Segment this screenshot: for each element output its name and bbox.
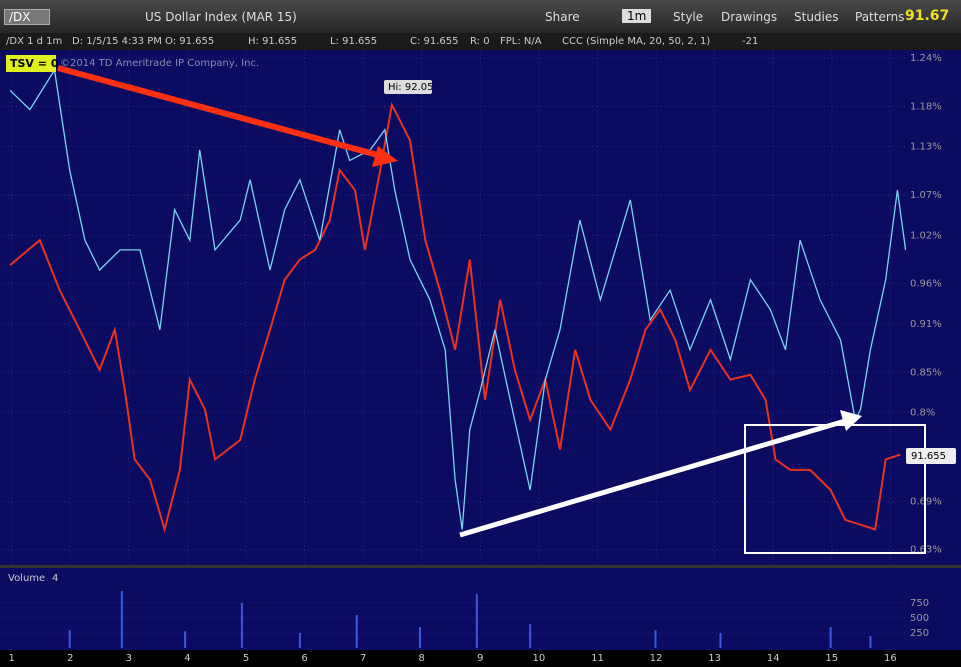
price-label-bg <box>906 448 956 464</box>
patterns-button[interactable]: Patterns <box>855 10 905 24</box>
volume-label: Volume <box>8 573 45 584</box>
volume-bar <box>475 594 478 648</box>
volume-tick-label: 750 <box>910 598 929 609</box>
volume-bar <box>298 633 301 648</box>
studies-button[interactable]: Studies <box>794 10 839 24</box>
volume-bar <box>184 631 187 648</box>
drawings-button[interactable]: Drawings <box>721 10 778 24</box>
y-tick-label: 1.13% <box>910 142 942 153</box>
info-item: /DX 1 d 1m <box>6 36 63 47</box>
x-tick-label: 15 <box>825 653 838 664</box>
info-item: O: 91.655 <box>165 36 215 47</box>
info-item: D: 1/5/15 4:33 PM <box>72 36 162 47</box>
series-line <box>9 68 907 530</box>
copyright: ©2014 TD Ameritrade IP Company, Inc. <box>60 58 259 69</box>
x-tick-label: 10 <box>533 653 546 664</box>
volume-bar <box>120 591 123 648</box>
x-tick-label: 11 <box>591 653 604 664</box>
last-price: 91.67 <box>905 8 950 24</box>
info-item: -21 <box>742 36 759 47</box>
series-line <box>9 101 901 534</box>
x-axis-bg <box>0 650 961 667</box>
x-tick-label: 14 <box>767 653 780 664</box>
volume-background <box>0 568 961 650</box>
high-label-bg <box>384 80 432 94</box>
symbol-box[interactable]: /DX <box>4 9 50 25</box>
study-label: TSV = 0 <box>10 57 59 70</box>
y-tick-label: 1.07% <box>910 190 942 201</box>
info-item: L: 91.655 <box>330 36 378 47</box>
volume-bar <box>529 624 532 648</box>
volume-bar <box>869 636 872 648</box>
y-tick-label: 0.96% <box>910 279 942 290</box>
timeframe-button[interactable]: 1m <box>622 9 652 23</box>
volume-bar <box>654 630 657 648</box>
y-tick-label: 0.8% <box>910 408 935 419</box>
x-tick-label: 2 <box>67 653 73 664</box>
volume-tick-label: 500 <box>910 613 929 624</box>
toolbar: /DX US Dollar Index (MAR 15) Share 1m St… <box>0 0 961 33</box>
x-tick-label: 7 <box>360 653 366 664</box>
price-label: 91.655 <box>911 451 946 462</box>
info-bar: /DX 1 d 1m D: 1/5/15 4:33 PM O: 91.655 H: 9… <box>0 33 961 50</box>
info-item: C: 91.655 <box>410 36 459 47</box>
volume-tick-label: 250 <box>910 628 929 639</box>
volume-bar <box>418 627 421 648</box>
x-tick-label: 13 <box>708 653 721 664</box>
x-tick-label: 6 <box>301 653 307 664</box>
y-tick-label: 1.24% <box>910 53 942 64</box>
x-tick-label: 3 <box>126 653 132 664</box>
x-tick-label: 9 <box>477 653 483 664</box>
y-tick-label: 0.91% <box>910 319 942 330</box>
y-tick-label: 0.85% <box>910 367 942 378</box>
white-arrow <box>459 418 846 538</box>
info-item: CCC (Simple MA, 20, 50, 2, 1) <box>562 36 711 47</box>
axis-background <box>905 50 961 565</box>
info-item: FPL: N/A <box>500 36 542 47</box>
y-tick-label: 1.18% <box>910 101 942 112</box>
share-button[interactable]: Share <box>545 10 580 24</box>
volume-reading: 4 <box>52 573 58 584</box>
x-tick-label: 8 <box>419 653 425 664</box>
info-item: H: 91.655 <box>248 36 298 47</box>
x-tick-label: 4 <box>184 653 190 664</box>
study-label-bg <box>6 55 56 72</box>
highlight-box <box>744 424 926 554</box>
x-tick-label: 5 <box>243 653 249 664</box>
x-tick-label: 1 <box>9 653 15 664</box>
volume-bar <box>829 627 832 648</box>
y-tick-label: 1.02% <box>910 230 942 241</box>
info-item: R: 0 <box>470 36 490 47</box>
x-tick-label: 12 <box>650 653 663 664</box>
high-label: Hi: 92.05 <box>388 82 433 93</box>
volume-divider <box>0 565 961 568</box>
volume-bar <box>719 633 722 648</box>
volume-bar <box>240 603 243 648</box>
volume-bar <box>355 615 358 648</box>
red-arrowhead <box>372 146 398 167</box>
x-tick-label: 16 <box>884 653 897 664</box>
symbol-description: US Dollar Index (MAR 15) <box>145 10 297 24</box>
red-arrow <box>57 65 386 160</box>
volume-bar <box>68 630 71 648</box>
style-button[interactable]: Style <box>673 10 704 24</box>
